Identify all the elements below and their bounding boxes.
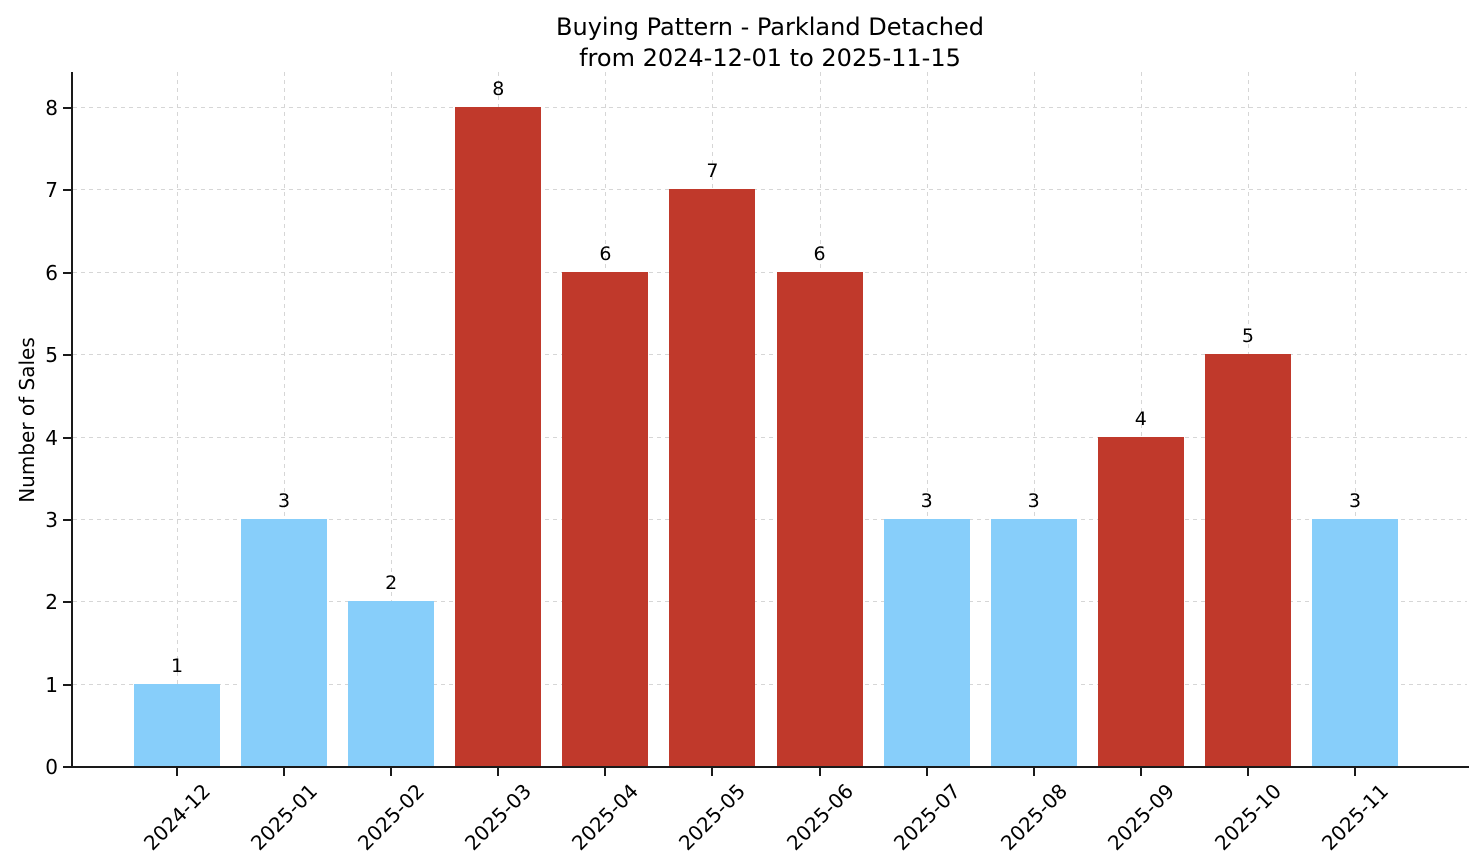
bar-2025-09 (1097, 436, 1184, 766)
y-tick-label: 2 (45, 590, 58, 615)
bar-2025-10 (1204, 354, 1291, 766)
x-tick-label: 2025-08 (995, 778, 1072, 856)
x-tick-mark (711, 768, 714, 776)
y-tick-label: 6 (45, 260, 58, 285)
gridline-horizontal (73, 518, 1467, 520)
bar-value-label: 1 (170, 654, 184, 677)
x-tick-label: 2025-02 (353, 778, 430, 856)
y-axis-spine (71, 72, 73, 768)
x-tick-mark (390, 768, 393, 776)
chart-title-line1: Buying Pattern - Parkland Detached (556, 13, 984, 41)
x-tick-mark (1246, 768, 1249, 776)
bar-2025-03 (455, 107, 542, 766)
y-tick-mark (63, 436, 71, 439)
gridline-horizontal (73, 601, 1467, 603)
x-tick-label: 2025-05 (674, 778, 751, 856)
gridline-horizontal (73, 354, 1467, 356)
y-tick-label: 4 (45, 425, 58, 450)
gridline-vertical (1033, 72, 1035, 766)
bar-value-label: 4 (1134, 407, 1147, 430)
gridline-horizontal (73, 189, 1467, 191)
bar-value-label: 7 (706, 160, 719, 183)
y-tick-mark (63, 518, 71, 521)
bar-value-label: 5 (1241, 325, 1254, 348)
bar-value-label: 6 (813, 242, 826, 265)
gridline-vertical (1140, 72, 1142, 766)
gridline-vertical (391, 72, 393, 766)
x-tick-mark (497, 768, 500, 776)
y-tick-label: 0 (45, 755, 58, 779)
y-tick-mark (63, 601, 71, 604)
y-tick-label: 3 (45, 507, 58, 532)
y-tick-mark (63, 189, 71, 192)
y-tick-label: 7 (45, 178, 58, 203)
bar-2025-01 (241, 518, 328, 766)
bar-value-label: 3 (1348, 489, 1362, 512)
gridline-horizontal (73, 107, 1467, 108)
x-tick-label: 2025-04 (567, 778, 644, 856)
bar-value-label: 3 (278, 489, 291, 512)
x-tick-mark (283, 768, 286, 776)
bar-value-label: 8 (492, 78, 505, 100)
x-tick-mark (1032, 768, 1035, 776)
y-tick-label: 5 (45, 343, 58, 368)
bar-value-label: 3 (1027, 489, 1040, 512)
y-tick-mark (63, 271, 71, 274)
bar-value-label: 6 (599, 242, 612, 265)
chart-title: Buying Pattern - Parkland Detached from … (72, 12, 1468, 74)
x-tick-label: 2025-03 (460, 778, 537, 856)
x-tick-label: 2025-10 (1209, 778, 1286, 856)
x-tick-mark (1353, 768, 1356, 776)
gridline-vertical (1354, 72, 1356, 766)
y-tick-mark (63, 107, 71, 109)
y-tick-label: 1 (45, 672, 58, 697)
x-tick-label: 2025-11 (1316, 778, 1394, 856)
x-axis-spine (71, 766, 1469, 768)
y-tick-mark (63, 683, 71, 686)
y-tick-mark (63, 766, 71, 768)
x-tick-mark (1139, 768, 1142, 776)
x-tick-mark (604, 768, 607, 776)
x-tick-mark (176, 768, 178, 776)
gridline-horizontal (73, 436, 1467, 438)
x-tick-label: 2025-01 (246, 778, 323, 856)
x-tick-mark (818, 768, 821, 776)
x-tick-mark (925, 768, 928, 776)
x-tick-label: 2025-07 (888, 778, 965, 856)
x-tick-label: 2024-12 (138, 778, 216, 856)
y-tick-mark (63, 354, 71, 357)
bar-2025-04 (562, 271, 649, 766)
y-tick-label: 8 (45, 96, 58, 120)
chart-title-line2: from 2024-12-01 to 2025-11-15 (579, 44, 961, 72)
x-tick-label: 2025-09 (1102, 778, 1179, 856)
gridline-horizontal (73, 683, 1467, 685)
bar-2024-12 (134, 683, 220, 766)
gridline-vertical (926, 72, 928, 766)
gridline-vertical (177, 72, 178, 766)
bar-2025-05 (669, 189, 756, 766)
bar-2025-06 (776, 271, 863, 766)
bar-value-label: 2 (385, 572, 398, 595)
bar-2025-11 (1311, 518, 1398, 766)
gridline-horizontal (73, 271, 1467, 273)
gridline-vertical (284, 72, 286, 766)
x-tick-label: 2025-06 (781, 778, 858, 856)
bar-2025-07 (883, 518, 970, 766)
bar-2025-02 (348, 601, 435, 766)
bar-2025-08 (990, 518, 1077, 766)
bar-value-label: 3 (920, 489, 933, 512)
